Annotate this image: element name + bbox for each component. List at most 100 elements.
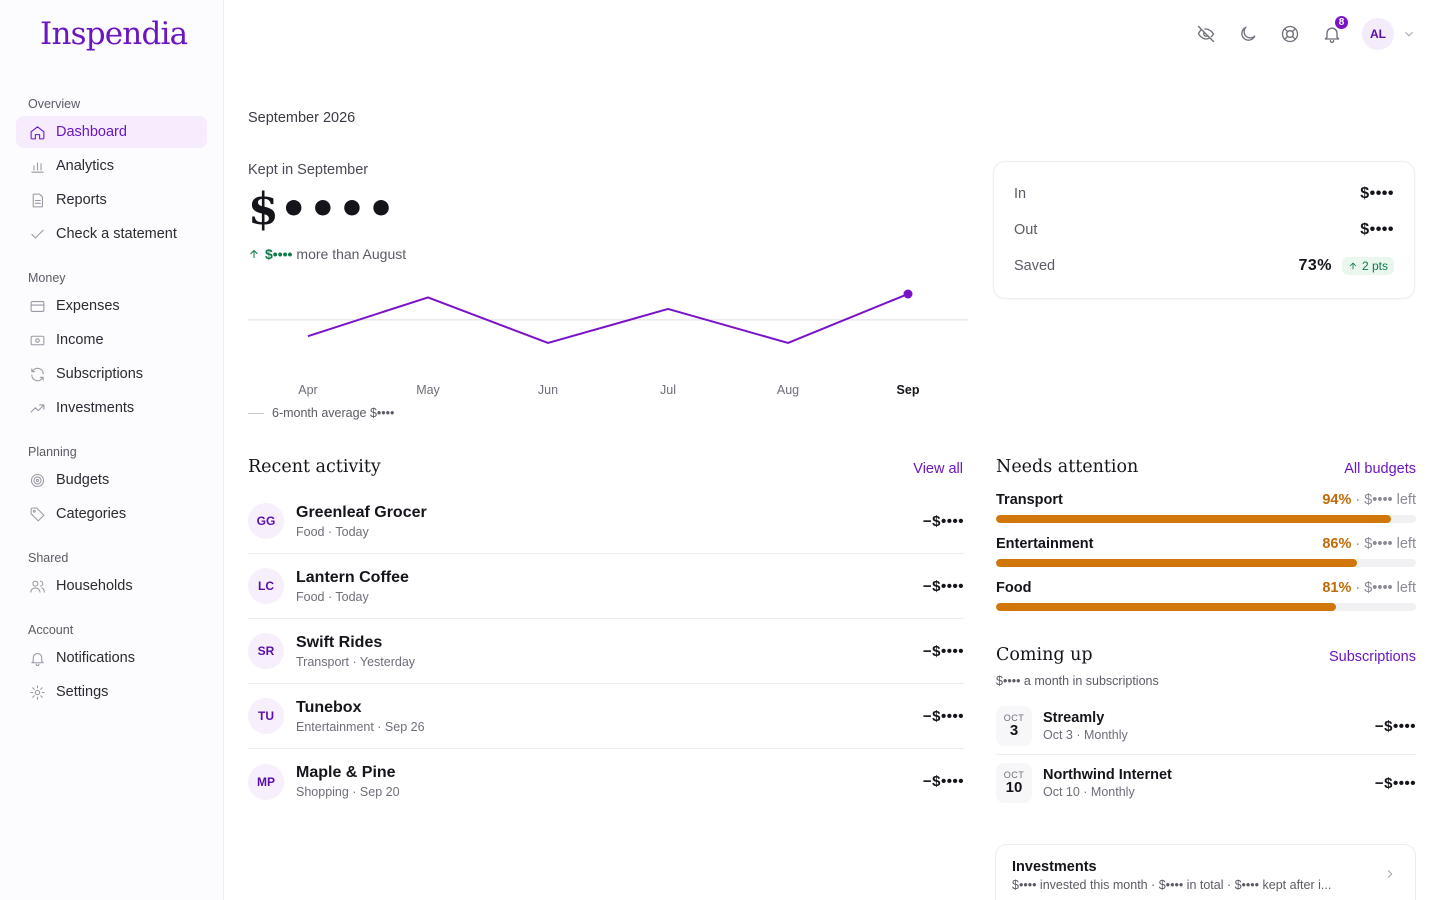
merchant-name: Tunebox [296, 698, 362, 716]
eye-off-icon [1197, 25, 1215, 43]
transaction-amount: −$•••• [922, 512, 964, 530]
notifications-button[interactable]: 8 [1316, 14, 1350, 50]
table-row[interactable]: GG Greenleaf Grocer Food · Today −$•••• [248, 489, 964, 554]
investments-card[interactable]: Investments $•••• invested this month · … [995, 844, 1416, 900]
account-menu[interactable]: AL [1362, 18, 1416, 50]
budget-item-transport[interactable]: Transport 94% · $•••• left [996, 490, 1416, 523]
hide-values-button[interactable] [1190, 18, 1222, 50]
budget-item-food[interactable]: Food 81% · $•••• left [996, 578, 1416, 611]
x-tick-label: May [416, 383, 440, 397]
budget-left: · $•••• left [1355, 580, 1416, 596]
sidebar-item-investments[interactable]: Investments [16, 392, 207, 424]
help-button[interactable] [1274, 18, 1306, 50]
check-icon [28, 225, 46, 243]
sidebar-item-dashboard[interactable]: Dashboard [16, 116, 207, 148]
sidebar-item-budgets[interactable]: Budgets [16, 464, 207, 496]
budget-name: Entertainment [996, 536, 1094, 552]
upcoming-amount: −$•••• [1374, 774, 1416, 792]
budget-item-entertainment[interactable]: Entertainment 86% · $•••• left [996, 534, 1416, 567]
investments-summary: $•••• invested this month · $•••• in tot… [1012, 878, 1332, 892]
date-month: OCT [1003, 770, 1025, 780]
table-row[interactable]: LC Lantern Coffee Food · Today −$•••• [248, 554, 964, 619]
upcoming-item[interactable]: OCT 3 Streamly Oct 3 · Monthly −$•••• [996, 702, 1416, 750]
trending-up-icon [28, 399, 46, 417]
kept-delta: $•••• more than August [248, 246, 406, 262]
merchant-name: Swift Rides [296, 633, 383, 651]
sidebar-item-notifications[interactable]: Notifications [16, 642, 207, 674]
date-day: 3 [1009, 722, 1019, 739]
sidebar-item-households[interactable]: Households [16, 570, 207, 602]
sidebar-item-label: Dashboard [56, 124, 127, 140]
transaction-meta: Food · Today [296, 524, 369, 539]
sidebar-item-categories[interactable]: Categories [16, 498, 207, 530]
budget-progress-fill [996, 515, 1391, 523]
nav-section-overview: Overview Dashboard Analytics Reports Che… [16, 94, 207, 250]
table-row[interactable]: TU Tunebox Entertainment · Sep 26 −$•••• [248, 684, 964, 749]
budget-progress [996, 603, 1416, 611]
sidebar-item-settings[interactable]: Settings [16, 676, 207, 708]
arrow-up-icon [1349, 262, 1357, 270]
bell-icon [1324, 27, 1340, 43]
budget-percent: 86% [1322, 536, 1352, 552]
date-day: 10 [1005, 779, 1023, 796]
budget-head: Entertainment 86% · $•••• left [996, 534, 1416, 554]
sidebar-item-check-statement[interactable]: Check a statement [16, 218, 207, 250]
sidebar-item-analytics[interactable]: Analytics [16, 150, 207, 182]
sidebar-item-expenses[interactable]: Expenses [16, 290, 207, 322]
brand-logo[interactable]: Inspendia [40, 16, 188, 52]
upcoming-text: Northwind Internet Oct 10 · Monthly [1043, 767, 1375, 799]
kept-trend-chart: Apr May Jun Jul Aug Sep [248, 289, 968, 397]
sidebar-item-label: Categories [56, 506, 127, 522]
topbar: 8 AL [1180, 14, 1416, 50]
delta-text: more than August [296, 246, 407, 262]
delta-amount: $•••• [248, 246, 292, 262]
summary-in-label: In [1014, 186, 1027, 202]
avatar: AL [1362, 18, 1394, 50]
x-tick-label: Aug [777, 383, 799, 397]
sidebar-item-subscriptions[interactable]: Subscriptions [16, 358, 207, 390]
budget-left: · $•••• left [1355, 492, 1416, 508]
summary-row-in: In $•••• [1014, 182, 1394, 206]
saved-delta-badge: 2 pts [1341, 257, 1394, 275]
merchant-name: Greenleaf Grocer [296, 503, 427, 521]
transaction-amount: −$•••• [922, 642, 964, 660]
sidebar-item-reports[interactable]: Reports [16, 184, 207, 216]
sidebar-item-label: Subscriptions [56, 366, 144, 382]
bell-icon [28, 649, 46, 667]
x-tick-label: Apr [298, 383, 317, 397]
arrow-up-icon [250, 249, 258, 258]
table-row[interactable]: MP Maple & Pine Shopping · Sep 20 −$•••• [248, 749, 964, 814]
sidebar-item-label: Check a statement [56, 226, 177, 242]
upcoming-amount: −$•••• [1374, 717, 1416, 735]
subscriptions-link[interactable]: Subscriptions [1328, 649, 1416, 665]
activity-text: Lantern Coffee Food · Today [296, 569, 923, 604]
budget-status: 94% · $•••• left [1322, 492, 1416, 508]
budget-status: 81% · $•••• left [1322, 580, 1416, 596]
upcoming-item[interactable]: OCT 10 Northwind Internet Oct 10 · Month… [996, 759, 1416, 807]
sidebar-item-label: Notifications [56, 650, 135, 666]
gear-icon [28, 683, 46, 701]
transaction-meta: Food · Today [296, 589, 369, 604]
users-icon [28, 577, 46, 595]
theme-toggle-button[interactable] [1232, 18, 1264, 50]
summary-row-saved: Saved 73% 2 pts [1014, 254, 1394, 278]
summary-saved-right: 73% 2 pts [1298, 257, 1394, 275]
budget-percent: 94% [1322, 492, 1352, 508]
document-icon [28, 191, 46, 209]
chevron-down-icon [1405, 31, 1413, 37]
sidebar-item-label: Income [56, 332, 104, 348]
merchant-avatar: LC [248, 568, 284, 604]
transaction-meta: Transport · Yesterday [296, 654, 416, 669]
transaction-meta: Entertainment · Sep 26 [296, 719, 425, 734]
all-budgets-link[interactable]: All budgets [1344, 461, 1416, 477]
sidebar-item-label: Expenses [56, 298, 120, 314]
investments-title: Investments [1012, 859, 1097, 875]
sidebar-item-label: Investments [56, 400, 135, 416]
activity-text: Tunebox Entertainment · Sep 26 [296, 699, 923, 734]
budget-progress-fill [996, 603, 1337, 611]
nav-section-shared: Shared Households [16, 548, 207, 602]
nav-heading: Account [28, 623, 74, 637]
sidebar-item-income[interactable]: Income [16, 324, 207, 356]
table-row[interactable]: SR Swift Rides Transport · Yesterday −$••… [248, 619, 964, 684]
view-all-link[interactable]: View all [913, 461, 963, 477]
